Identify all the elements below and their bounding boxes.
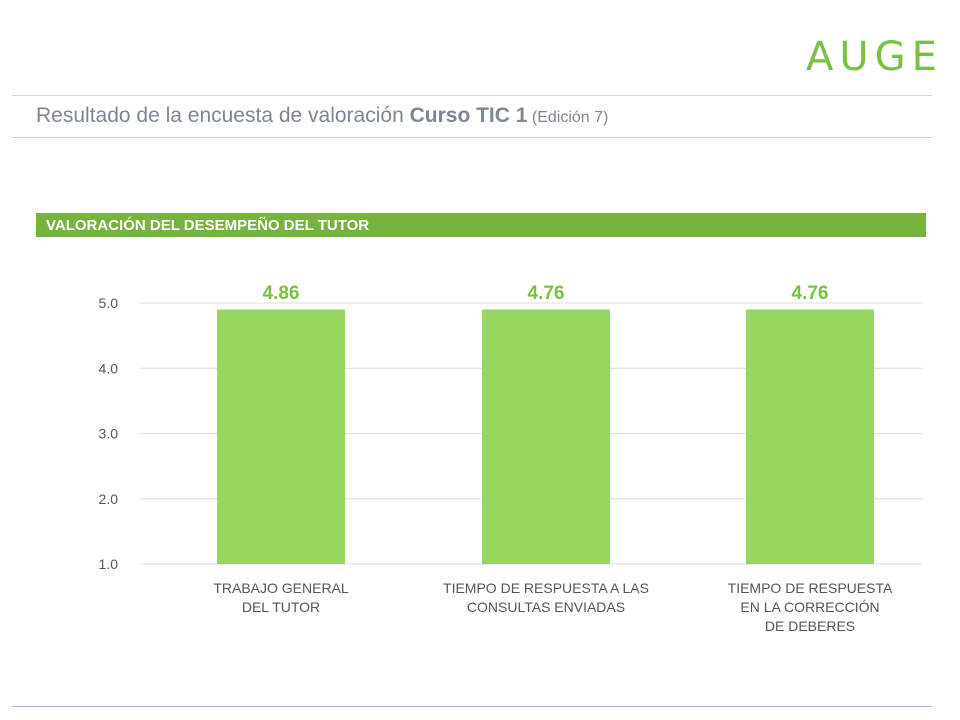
header-divider-bottom <box>12 137 932 138</box>
category-label: DEL TUTOR <box>242 599 320 615</box>
category-label: TIEMPO DE RESPUESTA <box>728 580 893 596</box>
category-label: CONSULTAS ENVIADAS <box>467 599 625 615</box>
y-tick-label: 4.0 <box>99 360 119 376</box>
y-tick-label: 1.0 <box>99 556 119 572</box>
section-band: VALORACIÓN DEL DESEMPEÑO DEL TUTOR <box>36 213 926 237</box>
y-tick-label: 3.0 <box>99 426 119 442</box>
category-label: TRABAJO GENERAL <box>213 580 349 596</box>
title-prefix: Resultado de la encuesta de valoración <box>36 104 410 127</box>
course-name: Curso TIC 1 <box>409 104 528 127</box>
bar <box>482 309 610 564</box>
value-label: 4.76 <box>528 283 565 304</box>
category-label: DE DEBERES <box>765 618 855 634</box>
bar <box>217 309 345 564</box>
footer-divider <box>12 706 932 707</box>
value-label: 4.86 <box>263 283 300 304</box>
category-label: EN LA CORRECCIÓN <box>740 599 879 615</box>
category-label: TIEMPO DE RESPUESTA A LAS <box>443 580 649 596</box>
value-label: 4.76 <box>792 283 829 304</box>
edition-label: (Edición 7) <box>527 109 609 126</box>
auge-logo: AUGE <box>806 34 943 80</box>
bar <box>746 309 874 564</box>
y-tick-label: 5.0 <box>99 295 119 311</box>
y-tick-label: 2.0 <box>99 491 119 507</box>
page-title: Resultado de la encuesta de valoración C… <box>36 104 608 128</box>
header-divider-top <box>12 95 932 96</box>
